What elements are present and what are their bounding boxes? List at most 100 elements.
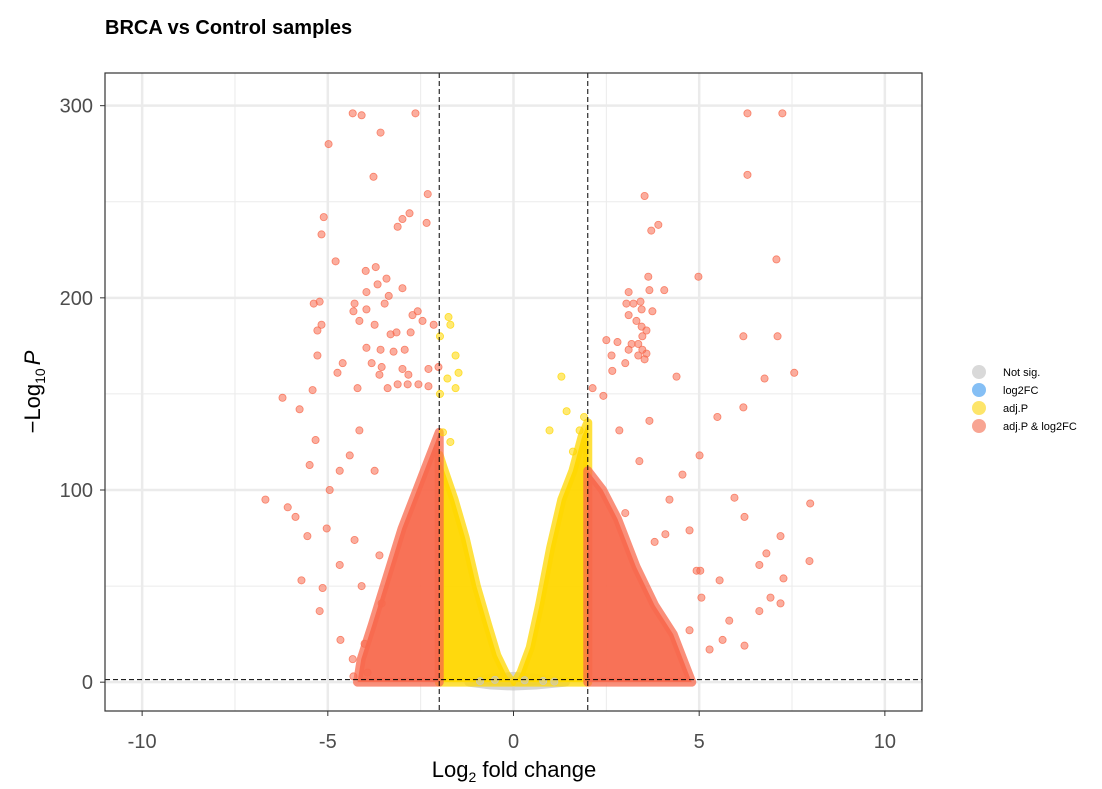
data-point: [393, 222, 402, 231]
data-point: [760, 374, 769, 383]
data-point: [624, 311, 633, 320]
data-point: [755, 560, 764, 569]
x-axis-title-rest: fold change: [476, 757, 596, 782]
data-point: [672, 372, 681, 381]
data-point: [755, 607, 764, 616]
data-point: [645, 286, 654, 295]
data-point: [692, 566, 701, 575]
data-point: [718, 635, 727, 644]
data-point: [634, 351, 643, 360]
data-point: [638, 332, 647, 341]
data-point: [634, 339, 643, 348]
data-point: [762, 549, 771, 558]
y-tick-label: 100: [60, 480, 93, 502]
data-point: [636, 297, 645, 306]
data-point: [444, 313, 453, 322]
data-point: [772, 255, 781, 264]
x-tick-label: 5: [694, 731, 705, 753]
data-point: [562, 407, 571, 416]
data-point: [580, 412, 589, 421]
data-point: [375, 370, 384, 379]
data-point: [773, 332, 782, 341]
data-point: [315, 607, 324, 616]
data-point: [324, 140, 333, 149]
data-point: [393, 380, 402, 389]
grid: [105, 73, 922, 711]
x-tick-label: 10: [874, 731, 896, 753]
data-point: [550, 677, 559, 686]
data-point: [315, 297, 324, 306]
data-point: [295, 405, 304, 414]
legend-label: Not sig.: [1003, 367, 1040, 379]
x-axis-title-base: Log: [432, 757, 469, 782]
data-point: [632, 316, 641, 325]
data-point: [776, 599, 785, 608]
data-point: [317, 230, 326, 239]
data-point: [424, 364, 433, 373]
y-tick-label: 0: [82, 672, 93, 694]
data-point: [350, 299, 359, 308]
data-point: [291, 512, 300, 521]
data-point: [766, 593, 775, 602]
legend-label: log2FC: [1003, 385, 1039, 397]
legend-key: [972, 419, 986, 433]
data-point: [398, 364, 407, 373]
data-point: [305, 461, 314, 470]
data-point: [363, 668, 372, 677]
data-point: [278, 393, 287, 402]
data-point: [640, 355, 649, 364]
data-point: [740, 641, 749, 650]
data-point: [451, 351, 460, 360]
data-point: [362, 305, 371, 314]
data-point: [371, 263, 380, 272]
data-point: [588, 384, 597, 393]
data-point: [350, 535, 359, 544]
legend-key: [972, 383, 986, 397]
data-point: [806, 499, 815, 508]
data-point: [622, 299, 631, 308]
data-point: [414, 380, 423, 389]
data-point: [624, 345, 633, 354]
data-point: [411, 109, 420, 118]
data-point: [705, 645, 714, 654]
data-point: [642, 326, 651, 335]
data-point: [685, 626, 694, 635]
data-point: [331, 257, 340, 266]
data-point: [608, 366, 617, 375]
data-point: [779, 574, 788, 583]
data-point: [308, 386, 317, 395]
data-point: [383, 384, 392, 393]
data-point: [357, 111, 366, 120]
data-point: [423, 190, 432, 199]
y-tick-label: 300: [60, 96, 93, 118]
data-point: [392, 328, 401, 337]
data-point: [404, 370, 413, 379]
legend-label: adj.P & log2FC: [1003, 421, 1077, 433]
data-point: [418, 316, 427, 325]
data-point: [429, 320, 438, 329]
data-point: [435, 389, 444, 398]
data-point: [367, 359, 376, 368]
data-point: [355, 426, 364, 435]
data-point: [369, 172, 378, 181]
data-point: [373, 280, 382, 289]
data-point: [805, 557, 814, 566]
dense-regions: [353, 418, 697, 691]
data-point: [665, 495, 674, 504]
data-point: [408, 311, 417, 320]
data-point: [644, 272, 653, 281]
data-point: [398, 284, 407, 293]
legend-label: adj.P: [1003, 403, 1028, 415]
x-tick-label: 0: [508, 731, 519, 753]
data-point: [382, 274, 391, 283]
data-point: [338, 359, 347, 368]
data-point: [325, 486, 334, 495]
data-point: [362, 288, 371, 297]
data-point: [740, 512, 749, 521]
data-point: [446, 437, 455, 446]
data-point: [375, 551, 384, 560]
data-point: [335, 560, 344, 569]
dense-region-adj-p-log2fc: [583, 466, 697, 687]
data-point: [545, 426, 554, 435]
